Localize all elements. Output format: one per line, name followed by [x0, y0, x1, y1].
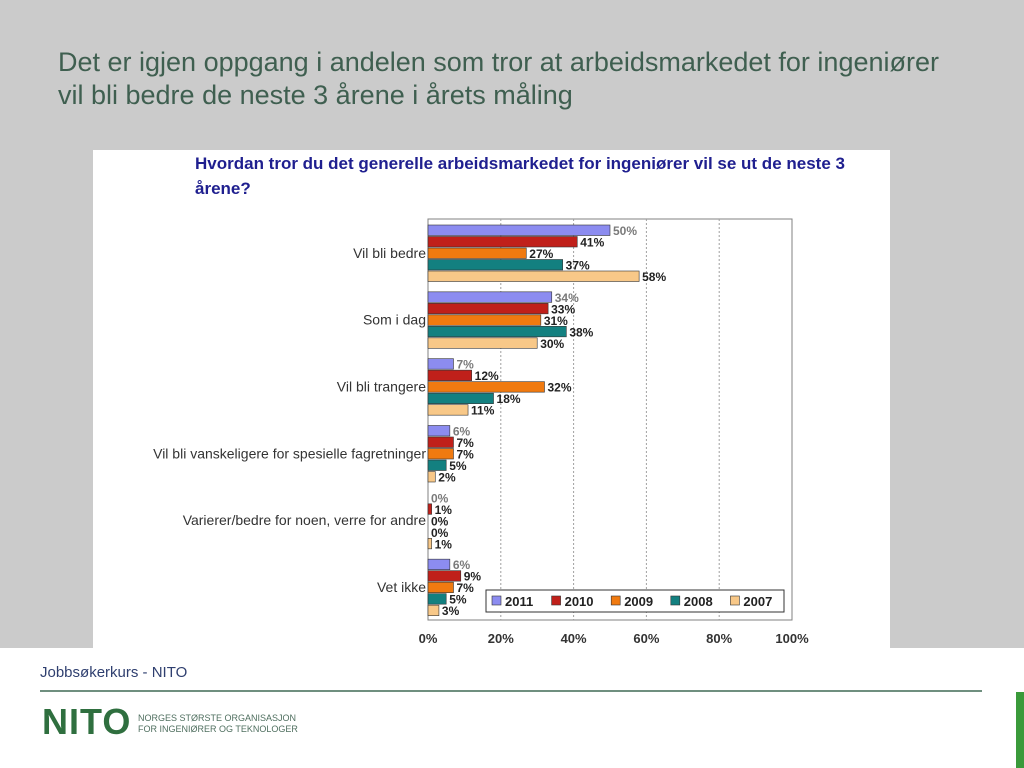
bar — [427, 436, 454, 448]
data-label: 0% — [431, 526, 449, 540]
data-label: 5% — [449, 593, 467, 607]
data-label: 11% — [471, 404, 495, 418]
bar — [427, 259, 563, 271]
data-label: 7% — [456, 581, 474, 595]
legend — [485, 589, 785, 613]
data-label: 1% — [435, 503, 453, 517]
data-label: 12% — [475, 369, 499, 383]
data-label: 1% — [435, 537, 453, 551]
data-label: 0% — [431, 491, 449, 505]
bar — [427, 570, 462, 582]
footer-divider — [40, 690, 982, 692]
legend-label: 2010 — [565, 594, 594, 609]
bar — [427, 593, 447, 605]
bar — [427, 503, 432, 515]
legend-label: 2011 — [505, 594, 533, 609]
bar — [427, 404, 469, 416]
data-label: 58% — [642, 270, 666, 284]
category-label: Vil bli trangere — [337, 378, 426, 394]
bar — [427, 392, 494, 404]
data-label: 5% — [449, 459, 467, 473]
data-label: 31% — [544, 314, 568, 328]
legend-swatch — [491, 595, 502, 606]
bar — [427, 425, 451, 437]
category-label: Vil bli bedre — [353, 245, 426, 261]
x-tick-label: 100% — [775, 631, 809, 646]
category-label: Varierer/bedre for noen, verre for andre — [183, 512, 427, 528]
logo-tagline: NORGES STØRSTE ORGANISASJON FOR INGENIØR… — [138, 713, 308, 735]
bar — [427, 303, 549, 315]
data-label: 2% — [438, 471, 456, 485]
data-label: 6% — [453, 425, 471, 439]
chart-title: Hvordan tror du det generelle arbeidsmar… — [195, 154, 845, 198]
bar — [427, 224, 611, 236]
bar — [427, 459, 447, 471]
data-label: 9% — [464, 570, 482, 584]
category-label: Som i dag — [363, 312, 426, 328]
bar — [427, 326, 567, 338]
legend-swatch — [610, 595, 621, 606]
data-label: 30% — [540, 337, 564, 351]
data-label: 18% — [497, 392, 521, 406]
bar — [427, 581, 454, 593]
data-label: 32% — [547, 381, 571, 395]
x-tick-label: 20% — [488, 631, 514, 646]
data-label: 6% — [453, 558, 471, 572]
category-label: Vet ikke — [377, 579, 426, 595]
data-label: 0% — [431, 514, 449, 528]
bar — [427, 337, 538, 349]
plot-area — [427, 218, 793, 621]
footer-text: Jobbsøkerkurs - NITO — [40, 664, 188, 681]
bar — [427, 291, 553, 303]
category-label: Vil bli vanskeligere for spesielle fagre… — [153, 445, 426, 461]
bar — [427, 358, 454, 370]
bar — [427, 471, 436, 483]
legend-label: 2009 — [624, 594, 653, 609]
x-tick-label: 80% — [706, 631, 732, 646]
bar — [427, 448, 454, 460]
logo-tagline-line2: FOR INGENIØRER OG TEKNOLOGER — [138, 724, 298, 734]
data-label: 27% — [529, 247, 553, 261]
data-label: 33% — [551, 302, 575, 316]
bar — [427, 236, 578, 248]
bar — [427, 558, 451, 570]
nito-logo: NITO NORGES STØRSTE ORGANISASJON FOR ING… — [42, 701, 302, 744]
bar — [427, 314, 542, 326]
logo-tagline-line1: NORGES STØRSTE ORGANISASJON — [138, 713, 297, 723]
bar — [427, 604, 440, 616]
data-label: 38% — [569, 325, 593, 339]
bar — [427, 247, 527, 259]
data-label: 7% — [456, 448, 474, 462]
logo-word: NITO — [42, 701, 132, 742]
bar — [427, 381, 545, 393]
data-label: 34% — [555, 291, 579, 305]
legend-swatch — [551, 595, 561, 606]
bar — [427, 538, 432, 550]
data-label: 3% — [442, 604, 460, 618]
data-label: 41% — [580, 236, 604, 250]
legend-label: 2008 — [684, 594, 713, 609]
legend-swatch — [670, 595, 681, 606]
slide-title: Det er igjen oppgang i andelen som tror … — [58, 47, 939, 110]
bar — [427, 270, 640, 282]
bar — [427, 369, 472, 381]
x-tick-label: 40% — [561, 631, 587, 646]
data-label: 7% — [456, 436, 474, 450]
accent-bar — [1016, 692, 1024, 768]
legend-label: 2007 — [743, 594, 772, 609]
data-label: 7% — [456, 358, 474, 372]
legend-swatch — [730, 595, 740, 606]
data-label: 37% — [566, 259, 590, 273]
x-tick-label: 60% — [633, 631, 659, 646]
data-label: 50% — [613, 224, 637, 238]
x-tick-label: 0% — [419, 631, 438, 646]
